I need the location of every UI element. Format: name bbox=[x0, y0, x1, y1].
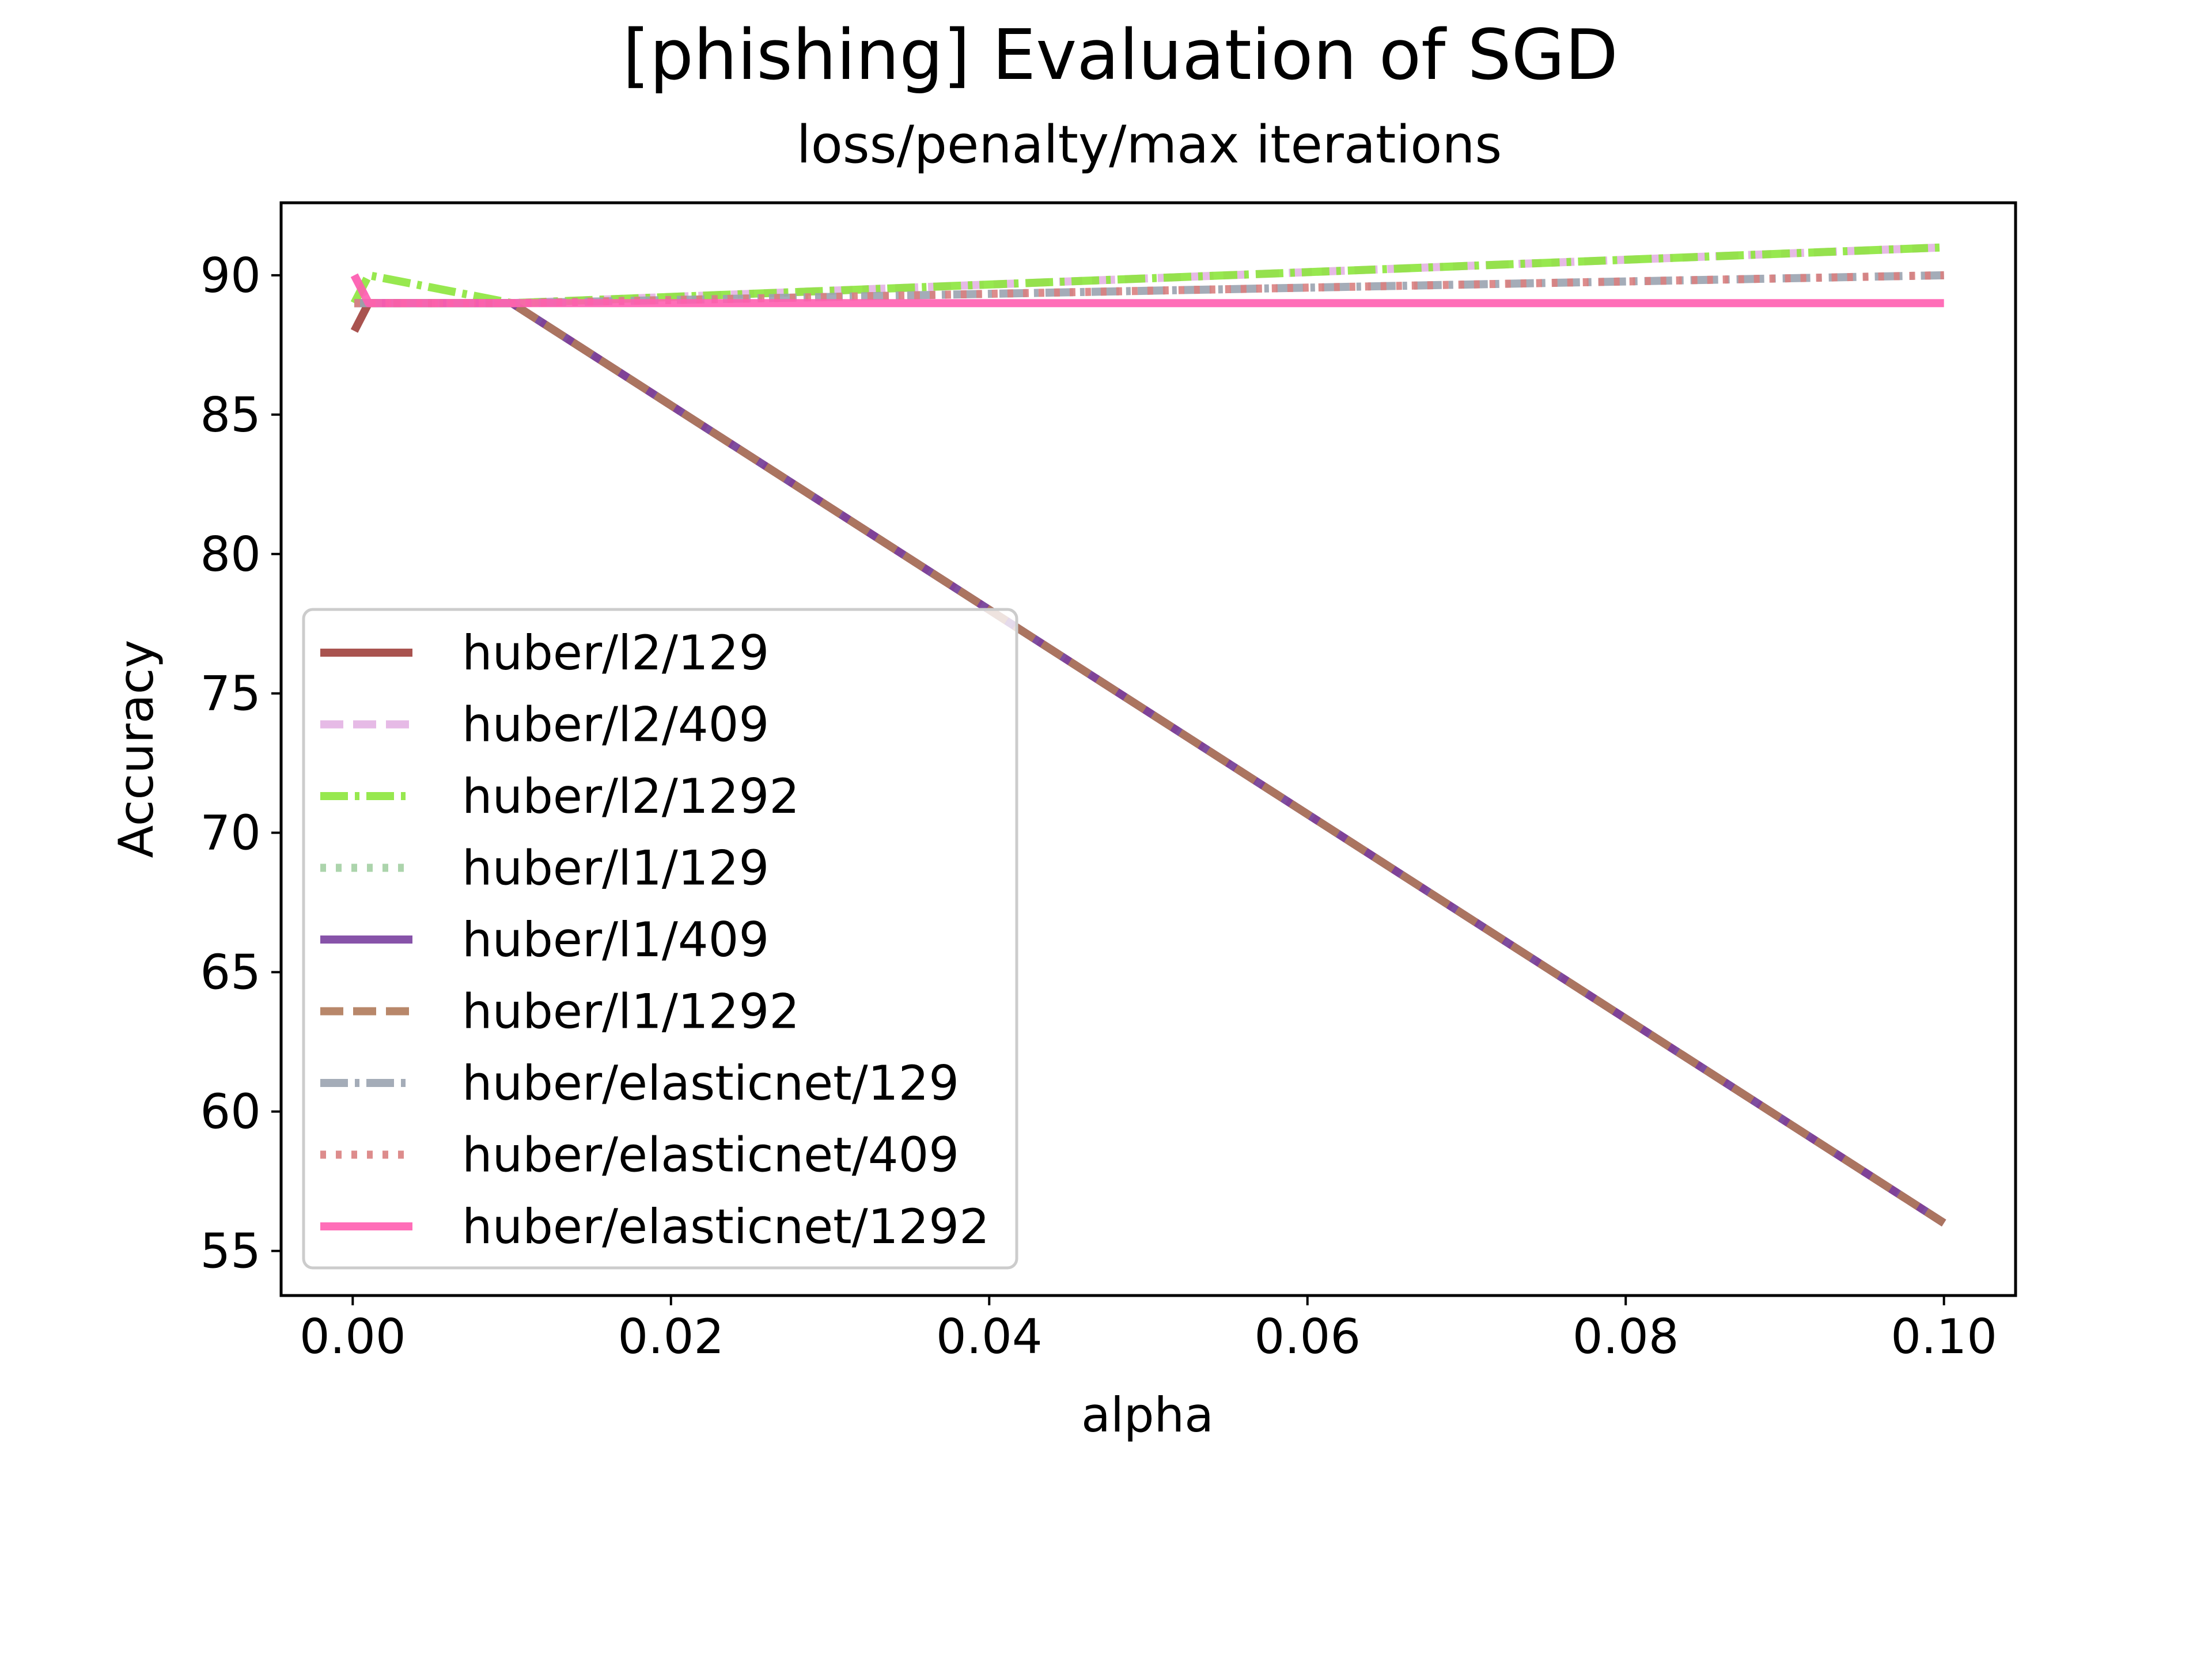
y-tick-label: 55 bbox=[200, 1224, 261, 1279]
x-tick-label: 0.10 bbox=[1891, 1309, 1997, 1365]
legend-label: huber/l1/409 bbox=[462, 912, 769, 968]
x-axis: 0.00 0.02 0.04 0.06 0.08 0.10 bbox=[300, 1296, 1997, 1365]
legend-label: huber/elasticnet/409 bbox=[462, 1127, 959, 1183]
plot-frame bbox=[279, 201, 2017, 1297]
x-tick-label: 0.06 bbox=[1254, 1309, 1361, 1365]
x-tick-label: 0.08 bbox=[1573, 1309, 1679, 1365]
x-tick-label: 0.00 bbox=[300, 1309, 406, 1365]
legend-label: huber/elasticnet/1292 bbox=[462, 1199, 990, 1255]
series-line bbox=[350, 273, 1944, 308]
legend-label: huber/l2/1292 bbox=[462, 768, 800, 824]
x-tick-label: 0.04 bbox=[936, 1309, 1043, 1365]
legend-label: huber/l1/129 bbox=[462, 840, 769, 896]
legend-label: huber/l1/1292 bbox=[462, 984, 800, 1040]
y-tick-label: 80 bbox=[200, 527, 261, 582]
y-tick-label: 75 bbox=[200, 666, 261, 722]
series-layer bbox=[350, 243, 1946, 1227]
y-axis-label: Accuracy bbox=[108, 640, 164, 858]
series-line bbox=[354, 271, 1944, 308]
y-tick-label: 65 bbox=[200, 945, 261, 1001]
y-axis: 55 60 65 70 75 80 85 90 bbox=[200, 248, 281, 1279]
y-tick-label: 85 bbox=[200, 387, 261, 443]
legend-label: huber/l2/129 bbox=[462, 625, 769, 681]
y-tick-label: 90 bbox=[200, 248, 261, 304]
chart-title: [phishing] Evaluation of SGD bbox=[623, 16, 1618, 96]
x-tick-label: 0.02 bbox=[618, 1309, 724, 1365]
y-tick-label: 60 bbox=[200, 1084, 261, 1140]
legend: huber/l2/129 huber/l2/409 huber/l2/1292 hub… bbox=[302, 608, 1018, 1270]
legend-box bbox=[302, 608, 1018, 1270]
legend-label: huber/l2/409 bbox=[462, 697, 769, 753]
legend-label: huber/elasticnet/129 bbox=[462, 1055, 959, 1111]
chart-subtitle: loss/penalty/max iterations bbox=[797, 115, 1502, 175]
y-tick-label: 70 bbox=[200, 805, 261, 861]
x-axis-label: alpha bbox=[1081, 1387, 1214, 1443]
legend-items: huber/l2/129 huber/l2/409 huber/l2/1292 hub… bbox=[320, 625, 990, 1255]
series-line bbox=[354, 271, 1944, 308]
